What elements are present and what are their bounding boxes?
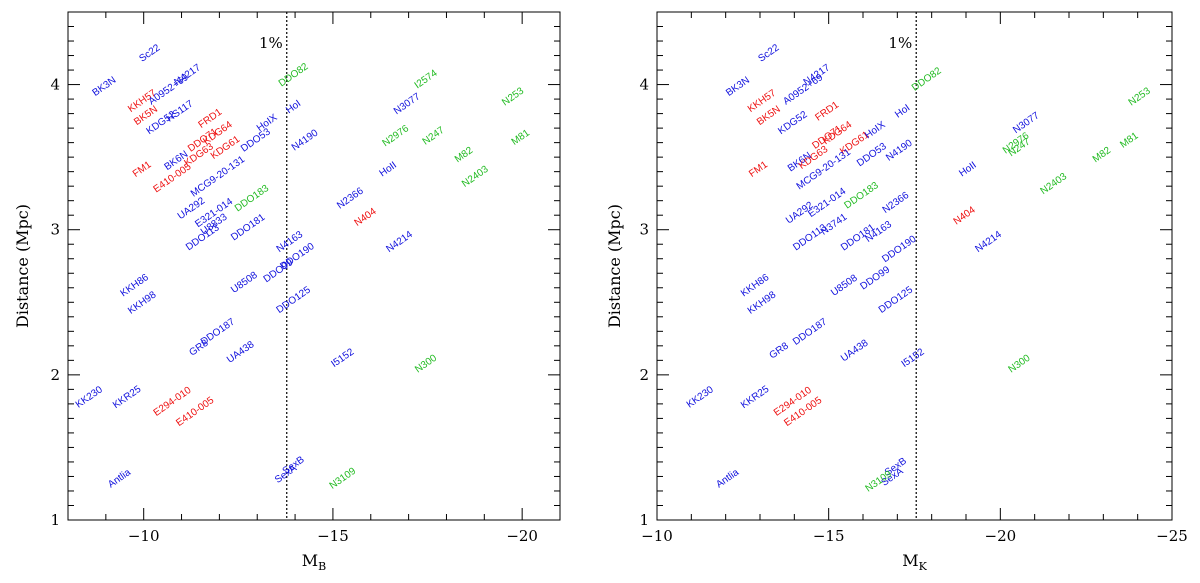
data-point-label: UA438 — [839, 337, 871, 364]
data-point-label: N2976 — [381, 123, 412, 149]
data-point-label: DDO113 — [791, 222, 829, 253]
data-point-label: DDO190 — [880, 234, 919, 266]
data-point-label: N3109 — [328, 466, 359, 492]
y-tick-label: 3 — [50, 221, 60, 239]
data-point-label: UA438 — [225, 339, 257, 366]
data-point-label: FRD1 — [813, 99, 841, 123]
y-tick-label: 4 — [639, 76, 649, 94]
data-point-label: DDO183 — [842, 180, 881, 212]
y-tick-label: 4 — [50, 76, 60, 94]
data-point-label: I2574 — [413, 68, 440, 92]
data-point-label: DDO53 — [239, 126, 273, 154]
data-point-label: KKR25 — [111, 384, 144, 411]
data-point-label: HoII — [957, 160, 978, 180]
x-tick-label: −25 — [1156, 527, 1188, 545]
data-point-label: KK230 — [74, 384, 105, 410]
data-point-label: BK3N — [724, 75, 752, 99]
data-point-label: DDO82 — [277, 61, 311, 89]
chart-panel-1: −10 −15 −20 1 2 3 4 MB Distance (Mpc) 1% BK3N Sc22 K… — [13, 11, 561, 573]
data-point-label: N2403 — [460, 164, 491, 190]
data-point-label: KKR25 — [739, 384, 772, 411]
data-point-label: M81 — [1118, 130, 1141, 150]
data-point-label: N2366 — [335, 185, 366, 211]
one-percent-label: 1% — [888, 34, 912, 52]
data-point-label: I5152 — [900, 346, 927, 370]
data-point-label: N253 — [500, 85, 526, 108]
data-point-label: BK3N — [91, 75, 119, 99]
data-point-label: N300 — [413, 352, 439, 375]
data-point-label: Sc22 — [137, 42, 162, 64]
data-point-label: Antlia — [106, 467, 133, 491]
y-tick-label: 3 — [639, 221, 649, 239]
chart-panel-2: −10 −15 −20 −25 1 2 3 4 MK Distance (Mpc) 1% BK3NSc… — [605, 11, 1188, 573]
data-point-label: KK230 — [685, 384, 716, 410]
data-point-label: M81 — [510, 127, 533, 147]
data-point-label: Sc22 — [756, 42, 781, 64]
x-axis-title: MK — [902, 551, 927, 573]
data-point-label: M82 — [1091, 145, 1114, 165]
data-point-label: N3077 — [392, 91, 423, 117]
x-tick-label: −10 — [128, 527, 160, 545]
data-point-label: DDO82 — [910, 65, 944, 93]
data-point-label: HoI — [893, 103, 912, 121]
x-axis-title-subscript: K — [919, 560, 928, 573]
data-point-label: FM1 — [131, 159, 154, 180]
y-axis-title: Distance (Mpc) — [13, 204, 32, 328]
data-point-label: DDO181 — [229, 212, 268, 244]
x-tick-label: −20 — [985, 527, 1017, 545]
data-point-label: HS117 — [165, 98, 196, 124]
data-point-label: DDO187 — [791, 316, 830, 348]
data-point-label: U8508 — [229, 270, 260, 296]
data-point-label: N4190 — [884, 138, 915, 164]
data-point-label: N3077 — [1011, 110, 1042, 136]
data-point-label: HoII — [378, 160, 399, 180]
data-point-label: DDO125 — [275, 284, 314, 316]
x-tick-label: −15 — [813, 527, 845, 545]
data-point-label: N2366 — [881, 190, 912, 216]
y-axis-title: Distance (Mpc) — [605, 204, 624, 328]
y-tick-label: 1 — [639, 511, 649, 529]
data-point-label: FM1 — [747, 159, 770, 180]
data-point-label: N2403 — [1039, 171, 1070, 197]
y-tick-label: 2 — [639, 366, 649, 384]
x-axis-title: MB — [302, 551, 326, 573]
data-point-label: N247 — [421, 125, 447, 148]
x-tick-label: −10 — [641, 527, 673, 545]
data-point-label: N4214 — [973, 229, 1004, 255]
plot-frame — [656, 11, 1173, 521]
data-point-label: U8508 — [829, 273, 860, 299]
x-axis-title-subscript: B — [318, 560, 326, 573]
y-tick-label: 1 — [50, 511, 60, 529]
x-tick-label: −15 — [317, 527, 349, 545]
data-point-label: DDO99 — [262, 257, 296, 285]
data-point-label: DDO183 — [233, 183, 272, 215]
data-point-label: N4190 — [290, 127, 321, 153]
data-point-label: GR8 — [768, 340, 792, 361]
data-point-label: M82 — [453, 145, 476, 165]
data-point-label: N300 — [1007, 352, 1033, 375]
data-point-label: N4214 — [384, 229, 415, 255]
y-tick-label: 2 — [50, 366, 60, 384]
data-point-label: N404 — [353, 206, 379, 229]
data-point-label: HoIX — [863, 119, 888, 141]
data-point-label: Antlia — [714, 467, 741, 491]
data-point-label: N404 — [952, 204, 978, 227]
data-point-label: DDO125 — [877, 284, 916, 316]
plot-frame — [67, 11, 561, 521]
data-point-label: I5152 — [329, 346, 356, 370]
data-point-label: N4163 — [863, 219, 894, 245]
one-percent-label: 1% — [259, 34, 283, 52]
data-point-label: N4217 — [172, 62, 203, 88]
data-point-label: N253 — [1127, 85, 1153, 108]
x-tick-label: −20 — [506, 527, 538, 545]
data-point-label: DDO99 — [858, 264, 892, 292]
